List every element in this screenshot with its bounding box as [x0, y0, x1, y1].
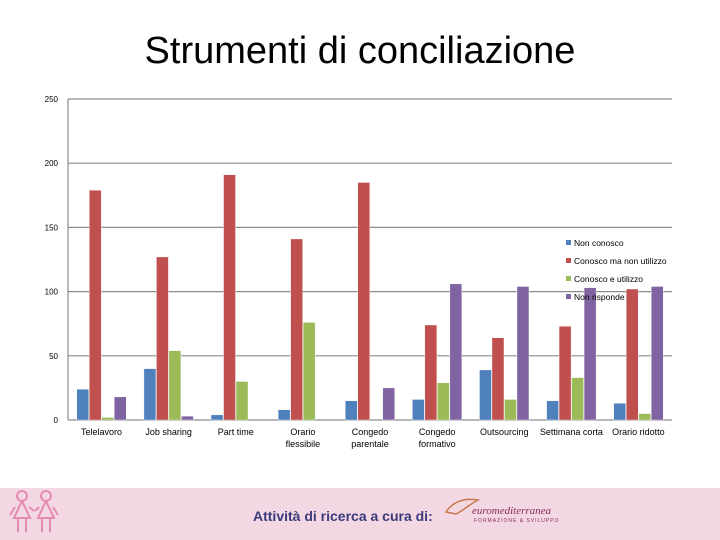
- bar: [412, 399, 425, 421]
- y-tick-label: 50: [49, 352, 58, 361]
- bar: [114, 396, 127, 421]
- legend-swatch: [566, 276, 571, 281]
- legend-label: Non risponde: [574, 292, 625, 302]
- x-tick-label: flessibile: [286, 439, 321, 449]
- logo-name: euromediterranea: [472, 505, 552, 517]
- bar: [89, 189, 102, 421]
- legend-label: Non conosco: [574, 238, 624, 248]
- bar: [181, 415, 194, 421]
- people-icon: [9, 490, 59, 532]
- y-tick-label: 100: [45, 288, 59, 297]
- y-tick-label: 200: [45, 159, 59, 168]
- legend-swatch: [566, 294, 571, 299]
- bar: [156, 256, 169, 421]
- bar: [357, 182, 370, 421]
- bar: [143, 368, 157, 421]
- bar: [235, 381, 249, 421]
- bar: [424, 324, 438, 421]
- x-tick-label: formativo: [419, 439, 456, 449]
- legend-swatch: [566, 240, 571, 245]
- x-tick-label: Part time: [218, 427, 254, 437]
- bar: [437, 382, 450, 421]
- footer-band: [0, 488, 720, 540]
- bar: [571, 377, 584, 421]
- bar: [625, 288, 639, 421]
- y-tick-label: 150: [45, 223, 59, 232]
- footer-credit-text: Attività di ricerca a cura di:: [253, 508, 433, 524]
- y-tick-label: 0: [54, 416, 59, 425]
- x-tick-label: Settimana corta: [540, 427, 603, 437]
- x-tick-label: Job sharing: [145, 427, 192, 437]
- bar: [546, 400, 559, 421]
- x-tick-label: parentale: [351, 439, 389, 449]
- bar: [504, 399, 517, 421]
- bar: [449, 283, 463, 421]
- bar: [516, 286, 530, 421]
- bar: [76, 388, 90, 421]
- bar: [290, 238, 303, 421]
- bar: [101, 417, 115, 421]
- bird-icon: [444, 498, 480, 515]
- legend-label: Conosco e utilizzo: [574, 274, 643, 284]
- x-tick-label: Outsourcing: [480, 427, 529, 437]
- bar: [583, 287, 597, 421]
- bar: [302, 322, 316, 421]
- logo-subtitle: FORMAZIONE & SVILUPPO: [474, 518, 560, 524]
- x-tick-label: Orario ridotto: [612, 427, 665, 437]
- legend-swatch: [566, 258, 571, 263]
- bar: [277, 409, 291, 421]
- bar: [613, 403, 626, 421]
- bar: [650, 286, 664, 421]
- chart-title: Strumenti di conciliazione: [144, 30, 576, 72]
- bar: [382, 387, 395, 421]
- bar: [638, 413, 651, 421]
- bar: [168, 350, 182, 421]
- bar: [558, 326, 572, 421]
- bar-chart: 0 50 100 150 200 250 Telelavoro Job sharing Part…: [45, 95, 672, 449]
- x-tick-label: Telelavoro: [81, 427, 122, 437]
- bar: [210, 414, 224, 421]
- bar: [491, 337, 505, 421]
- x-tick-label: Orario: [290, 427, 315, 437]
- bar: [223, 174, 236, 421]
- y-tick-label: 250: [45, 95, 59, 104]
- x-tick-label: Congedo: [419, 427, 456, 437]
- bar: [345, 400, 358, 421]
- x-tick-label: Congedo: [352, 427, 389, 437]
- bar: [479, 369, 492, 421]
- legend-label: Conosco ma non utilizzo: [574, 256, 667, 266]
